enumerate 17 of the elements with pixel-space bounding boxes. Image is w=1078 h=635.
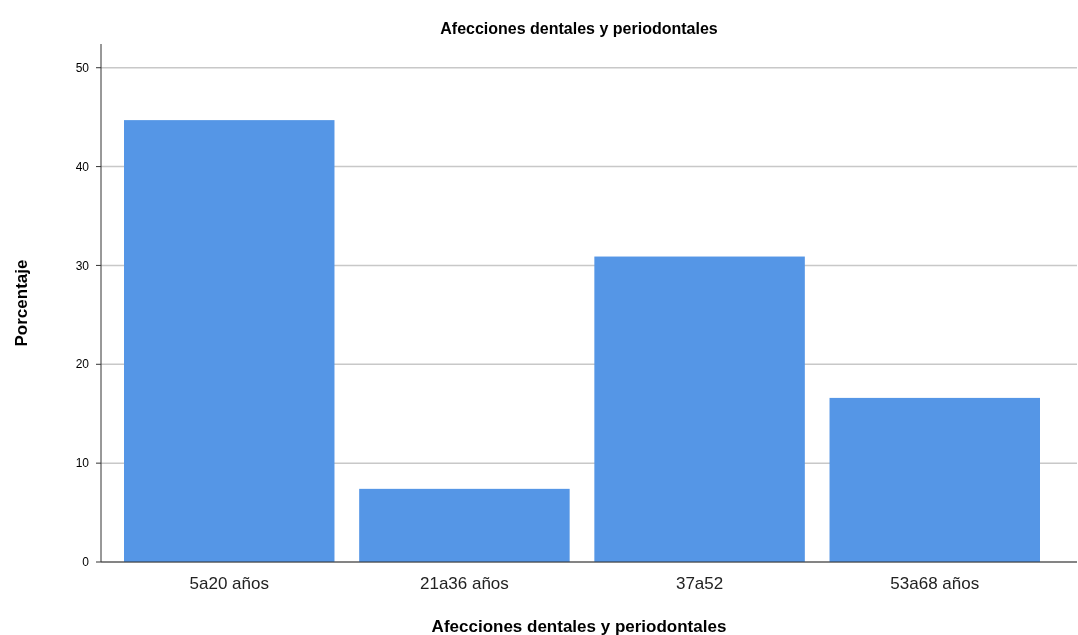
y-tick-label: 50 <box>75 60 90 75</box>
y-tick-label: 30 <box>75 258 90 273</box>
bar <box>594 256 805 562</box>
x-tick-label: 21a36 años <box>419 574 509 593</box>
x-tick-label: 37a52 <box>675 574 724 593</box>
x-tick-label: 5a20 años <box>189 574 269 593</box>
chart-title: Afecciones dentales y periodontales <box>440 20 718 37</box>
x-tick-label: 53a68 años <box>890 574 980 593</box>
x-axis-title: Afecciones dentales y periodontales <box>431 617 727 635</box>
bar <box>829 397 1040 562</box>
y-axis-title: Porcentaje <box>12 259 31 347</box>
y-tick-label: 10 <box>75 456 90 471</box>
bar <box>359 488 570 562</box>
y-tick-label: 40 <box>75 159 90 174</box>
y-tick-label: 0 <box>82 555 90 570</box>
y-tick-label: 20 <box>75 357 90 372</box>
bar <box>124 120 335 562</box>
